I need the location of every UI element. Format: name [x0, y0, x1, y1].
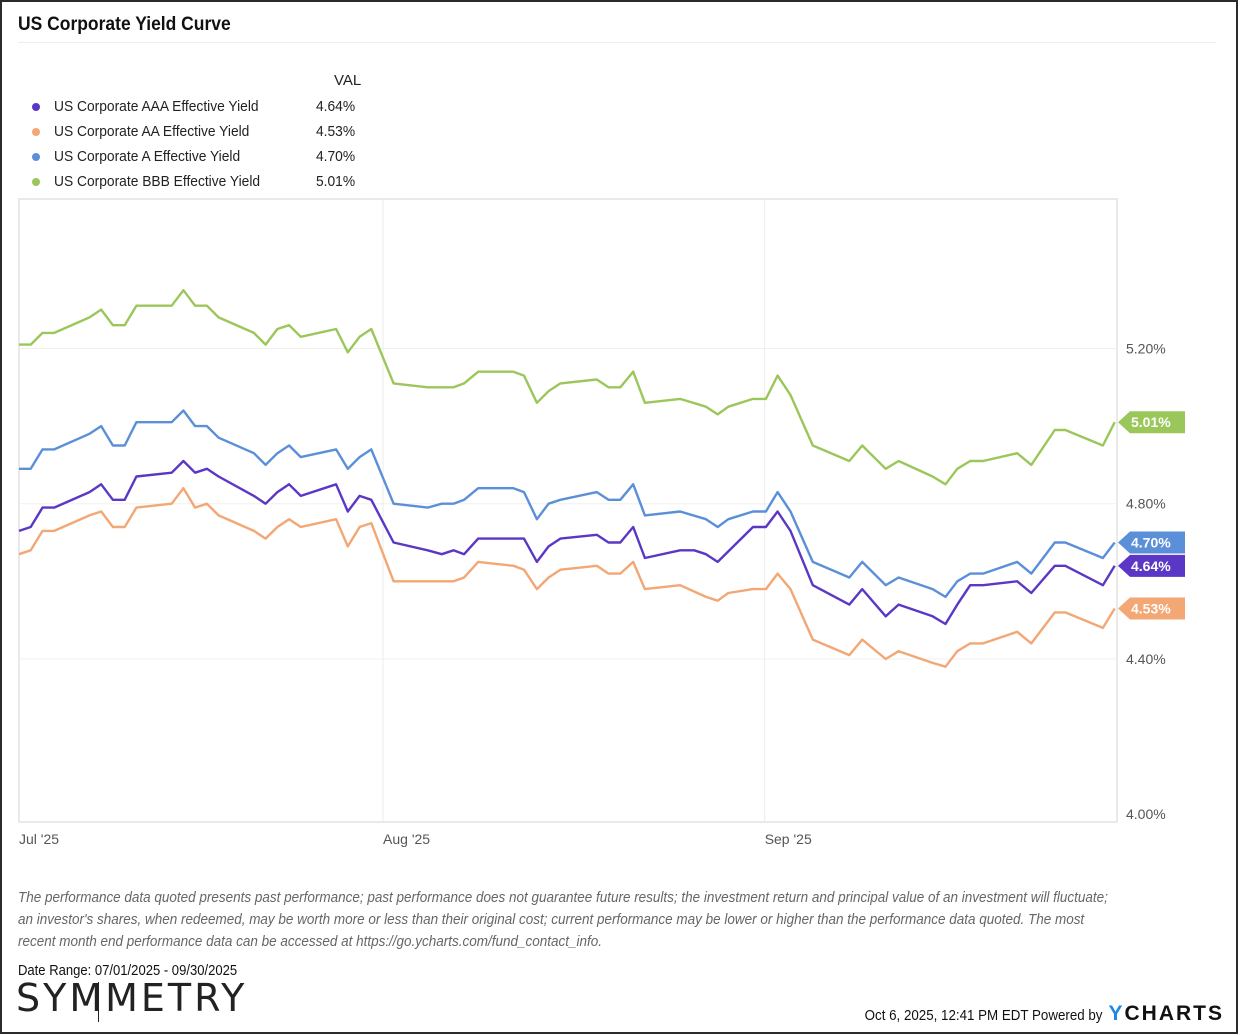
series-line-2 — [18, 459, 1116, 626]
chart-title: US Corporate Yield Curve — [18, 14, 231, 35]
legend-value: 4.64% — [316, 98, 356, 115]
end-label-tag — [1118, 411, 1185, 434]
end-label-text: 4.53% — [1131, 601, 1171, 617]
end-labels-layer: 5.01% 4.70% 4.64% 4.53% — [1118, 411, 1185, 620]
legend-dot-icon — [32, 102, 40, 111]
end-label-tag — [1118, 554, 1185, 577]
end-label-3: 4.53% — [1118, 597, 1185, 620]
plot-frame — [18, 198, 1118, 823]
end-label-1: 4.70% — [1118, 531, 1185, 554]
disclaimer-text: The performance data quoted presents pas… — [18, 890, 1108, 950]
x-tick-label: Aug '25 — [383, 831, 430, 847]
ycharts-wordmark: CHARTS — [1124, 1002, 1224, 1025]
ycharts-logo[interactable]: YCHARTS — [1108, 1002, 1224, 1026]
x-tick-label: Jul '25 — [19, 831, 59, 847]
legend-item-bbb[interactable]: US Corporate BBB Effective Yield 5.01% — [32, 169, 376, 194]
end-label-tag — [1118, 531, 1185, 554]
y-tick-label: 4.00% — [1126, 806, 1166, 822]
series-line-3 — [18, 487, 1116, 668]
series-line-1 — [19, 409, 1116, 599]
timestamp: Oct 6, 2025, 12:41 PM EDT Powered by — [864, 1008, 1103, 1024]
legend-value: 4.53% — [316, 123, 356, 140]
legend-item-aaa[interactable]: US Corporate AAA Effective Yield 4.64% — [32, 94, 376, 119]
end-label-text: 5.01% — [1131, 414, 1171, 430]
line-chart: 5.01% 4.70% 4.64% 4.53% 5.20% 4.80% 4.40% 4.00… — [18, 198, 1185, 847]
legend-label: US Corporate AAA Effective Yield — [54, 98, 259, 115]
end-label-text: 4.70% — [1131, 535, 1171, 551]
legend-label: US Corporate BBB Effective Yield — [54, 173, 261, 190]
legend-item-a[interactable]: US Corporate A Effective Yield 4.70% — [32, 144, 376, 169]
legend-item-aa[interactable]: US Corporate AA Effective Yield 4.53% — [32, 119, 376, 144]
legend-label: US Corporate AA Effective Yield — [54, 123, 250, 140]
grid-layer — [18, 198, 1118, 823]
legend-dot-icon — [32, 177, 40, 186]
end-label-text: 4.64% — [1131, 558, 1171, 574]
series-line-0 — [19, 289, 1116, 486]
y-tick-label: 5.20% — [1126, 340, 1166, 356]
tick-labels-layer: 5.20% 4.80% 4.40% 4.00% Jul '25 Aug '25 Sep '2… — [19, 340, 1166, 847]
end-label-0: 5.01% — [1118, 411, 1185, 434]
legend-label: US Corporate A Effective Yield — [54, 148, 241, 165]
symmetry-logo: SYMMETRY — [16, 976, 248, 1020]
end-label-2: 4.64% — [1118, 554, 1185, 577]
date-range: Date Range: 07/01/2025 - 09/30/2025 — [18, 963, 238, 979]
y-tick-label: 4.40% — [1126, 651, 1166, 667]
footer: Oct 6, 2025, 12:41 PM EDT Powered by YCH… — [844, 1002, 1224, 1026]
legend-value: 5.01% — [316, 173, 356, 190]
end-label-tag — [1118, 597, 1185, 620]
ycharts-y-mark: Y — [1108, 1002, 1125, 1025]
title-divider — [18, 42, 1216, 43]
y-tick-label: 4.80% — [1126, 496, 1166, 512]
series-layer — [18, 289, 1116, 668]
legend-dot-icon — [32, 152, 40, 161]
x-tick-label: Sep '25 — [765, 831, 812, 847]
legend-value-header: VAL — [334, 72, 362, 89]
logo-divider — [98, 982, 99, 1022]
legend-dot-icon — [32, 127, 40, 136]
legend-value: 4.70% — [316, 148, 356, 165]
